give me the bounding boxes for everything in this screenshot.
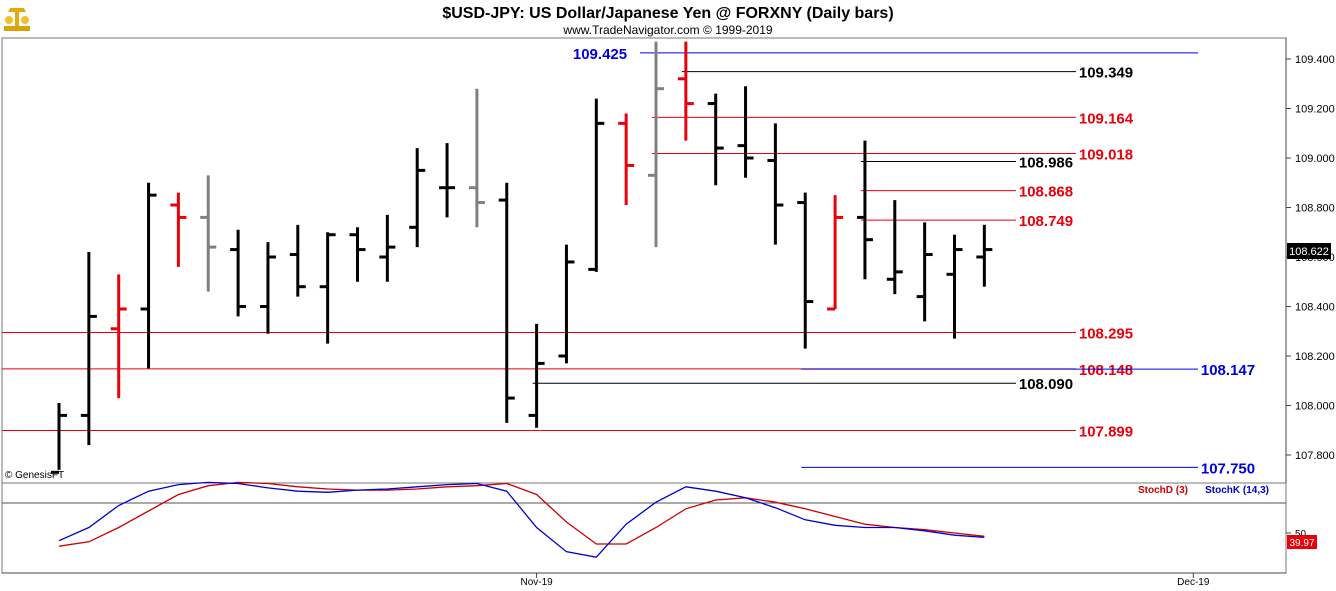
ohlc-bar [767,123,784,245]
ohlc-bar [588,98,605,272]
level-label: 108.090 [1019,376,1073,393]
price-tick-label: 108.400 [1295,302,1335,314]
ohlc-bar [916,222,933,322]
header-band [0,0,1336,38]
chart-subtitle: www.TradeNavigator.com © 1999-2019 [562,23,772,37]
ohlc-bar [110,274,127,399]
last-price-label: 108.622 [1289,246,1329,258]
ohlc-bar [737,86,754,178]
price-tick-label: 108.000 [1295,401,1335,413]
stochastic-value-label: 39.97 [1289,538,1314,549]
level-label: 109.425 [573,46,627,63]
level-label: 108.148 [1079,362,1133,379]
ohlc-bar [379,214,396,282]
level-label: 108.868 [1019,184,1073,201]
ohlc-bar [856,140,873,280]
ohlc-bar [618,113,635,206]
ohlc-bar [468,88,485,228]
ohlc-bar [528,323,545,428]
stochastic-series-line [58,481,985,547]
level-label: 107.899 [1079,423,1133,440]
ohlc-bar [259,242,276,334]
legend-stoch-d: StochD (3) [1138,485,1188,496]
price-tick-label: 108.800 [1295,203,1335,215]
ohlc-bar [498,182,515,423]
ohlc-bar [707,93,724,186]
stochastic-tick-label: 50 [1295,529,1307,540]
level-label: 108.295 [1079,325,1133,342]
ohlc-bar [797,192,814,349]
ohlc-bar [230,229,247,317]
ohlc-bar [289,224,306,297]
ohlc-bar [946,234,963,339]
stochastic-lines [58,481,985,558]
ohlc-bar [319,232,336,344]
copyright-label: © GenesisFT [5,470,64,481]
ohlc-bar [200,175,217,292]
x-tick-label: Dec-19 [1177,577,1210,588]
level-label: 108.749 [1019,213,1073,230]
ohlc-bar [677,41,694,141]
price-levels: 109.425 109.349 109.164 109.018 108.986 108.8… [2,46,1255,477]
ohlc-bar [140,182,157,369]
price-tick-label: 109.400 [1295,54,1335,66]
ohlc-bar [886,200,903,295]
price-tick-label: 107.800 [1295,450,1335,462]
ohlc-bar [439,143,456,218]
ohlc-bar [409,148,426,248]
stochastic-value-badge [1287,535,1317,549]
chart-title: $USD-JPY: US Dollar/Japanese Yen @ FORXN… [442,5,893,22]
ohlc-bar [558,244,575,364]
price-tick-label: 108.200 [1295,351,1335,363]
stochastic-axis-ticks: 50 [1286,529,1307,540]
ohlc-bars [51,41,993,474]
ohlc-bar [976,224,993,287]
ohlc-bar [648,41,664,248]
price-panel-frame [1,37,1287,484]
ohlc-bar [349,227,366,282]
x-tick-label: Nov-19 [520,577,553,588]
level-label: 108.986 [1019,154,1073,171]
level-label: 109.164 [1079,110,1134,127]
stochastic-series-line [58,481,985,558]
level-label: 109.018 [1079,147,1133,164]
level-label: 107.750 [1201,460,1255,477]
x-axis: Nov-19 Dec-19 [2,572,1286,588]
ohlc-bar [51,403,67,474]
ohlc-bar [170,192,187,267]
legend-stoch-k: StochK (14,3) [1205,485,1269,496]
level-label: 109.349 [1079,65,1133,82]
stochastic-panel-frame [1,482,1287,574]
price-tick-label: 109.200 [1295,104,1335,116]
level-label: 108.147 [1201,362,1255,379]
ohlc-bar [827,195,844,311]
trade-navigator-logo-icon [4,8,30,31]
ohlc-bar [80,252,97,446]
last-price-badge [1287,243,1331,259]
price-tick-label: 109.000 [1295,153,1335,165]
